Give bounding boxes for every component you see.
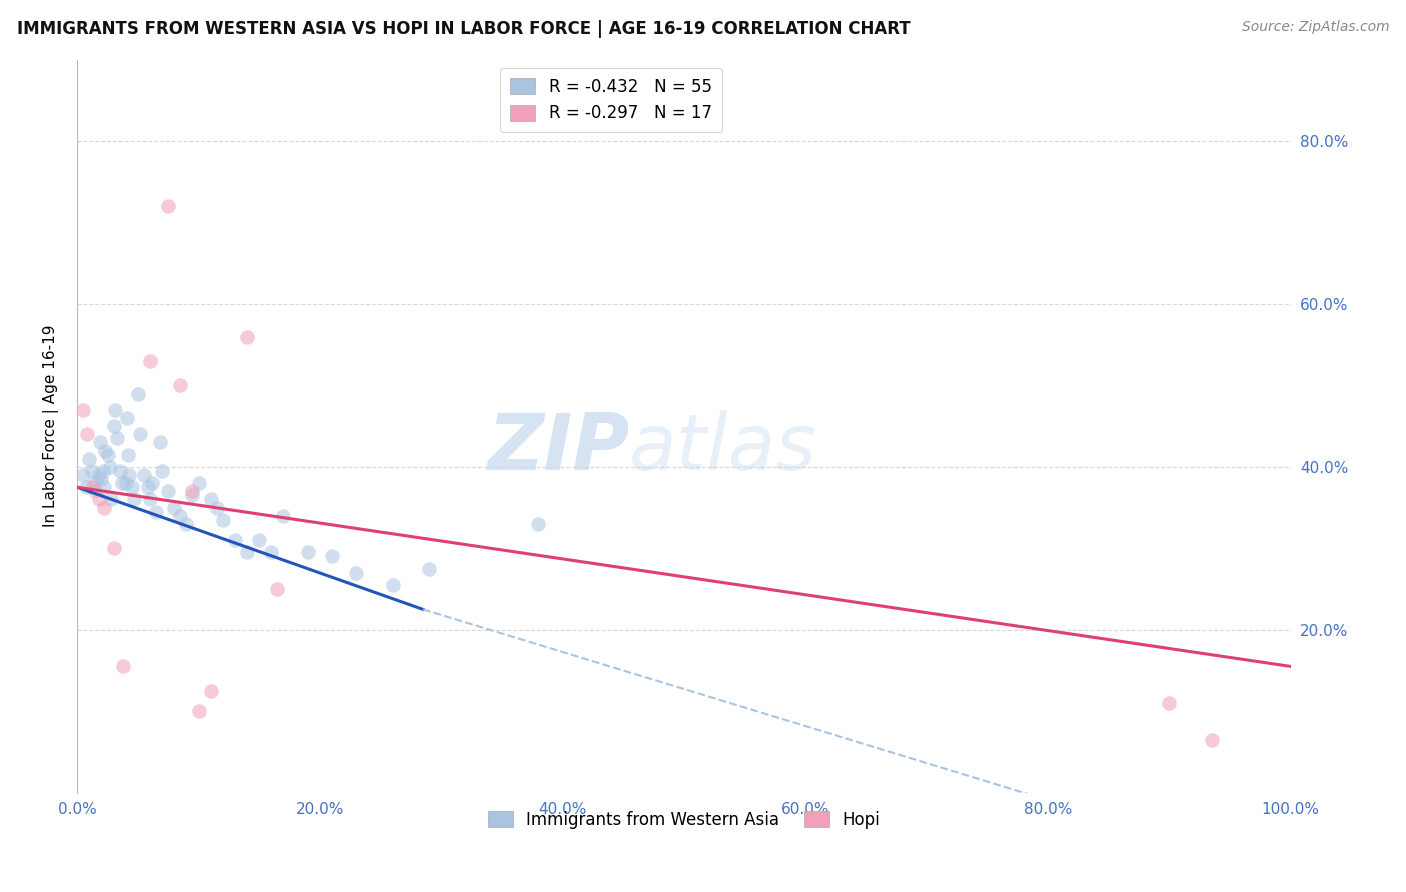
Point: [418, 562, 440, 576]
Text: ZIP: ZIP: [486, 410, 630, 486]
Point: [187, 704, 209, 718]
Point: [80, 464, 103, 478]
Point: [79, 451, 101, 466]
Legend: Immigrants from Western Asia, Hopi: Immigrants from Western Asia, Hopi: [481, 805, 887, 836]
Point: [114, 476, 136, 491]
Point: [104, 402, 127, 417]
Point: [1201, 732, 1223, 747]
Point: [527, 516, 550, 531]
Point: [129, 427, 152, 442]
Y-axis label: In Labor Force | Age 16-19: In Labor Force | Age 16-19: [44, 325, 59, 527]
Point: [139, 492, 162, 507]
Point: [200, 492, 222, 507]
Point: [112, 659, 135, 673]
Point: [176, 516, 198, 531]
Point: [94, 443, 117, 458]
Point: [157, 199, 180, 213]
Point: [90, 472, 112, 486]
Point: [111, 476, 134, 491]
Point: [91, 464, 114, 478]
Point: [187, 476, 209, 491]
Point: [105, 431, 128, 445]
Point: [89, 435, 111, 450]
Point: [84, 484, 107, 499]
Point: [141, 476, 163, 491]
Point: [122, 492, 145, 507]
Point: [93, 500, 115, 515]
Point: [247, 533, 270, 548]
Point: [118, 468, 141, 483]
Text: Source: ZipAtlas.com: Source: ZipAtlas.com: [1241, 20, 1389, 34]
Point: [321, 549, 343, 564]
Text: IMMIGRANTS FROM WESTERN ASIA VS HOPI IN LABOR FORCE | AGE 16-19 CORRELATION CHAR: IMMIGRANTS FROM WESTERN ASIA VS HOPI IN …: [17, 20, 911, 37]
Point: [224, 533, 246, 548]
Point: [87, 492, 110, 507]
Point: [103, 541, 125, 556]
Point: [169, 378, 191, 392]
Point: [127, 386, 149, 401]
Point: [139, 354, 162, 368]
Point: [297, 545, 319, 559]
Point: [132, 468, 155, 483]
Point: [72, 468, 94, 483]
Point: [236, 545, 259, 559]
Point: [121, 480, 143, 494]
Point: [72, 402, 94, 417]
Point: [181, 488, 204, 502]
Point: [76, 427, 98, 442]
Point: [344, 566, 367, 580]
Point: [96, 448, 118, 462]
Point: [75, 480, 97, 494]
Point: [200, 683, 222, 698]
Point: [145, 505, 167, 519]
Point: [236, 329, 259, 343]
Point: [98, 459, 121, 474]
Point: [181, 484, 204, 499]
Point: [136, 480, 159, 494]
Point: [117, 448, 139, 462]
Point: [273, 508, 295, 523]
Point: [103, 419, 125, 434]
Point: [157, 484, 180, 499]
Text: atlas: atlas: [630, 410, 817, 486]
Point: [169, 508, 191, 523]
Point: [149, 435, 172, 450]
Point: [87, 468, 110, 483]
Point: [211, 513, 233, 527]
Point: [381, 578, 404, 592]
Point: [1159, 696, 1181, 710]
Point: [266, 582, 288, 596]
Point: [100, 492, 122, 507]
Point: [260, 545, 283, 559]
Point: [93, 480, 115, 494]
Point: [108, 464, 131, 478]
Point: [80, 480, 103, 494]
Point: [150, 464, 173, 478]
Point: [205, 500, 228, 515]
Point: [163, 500, 186, 515]
Point: [115, 411, 138, 425]
Point: [84, 476, 107, 491]
